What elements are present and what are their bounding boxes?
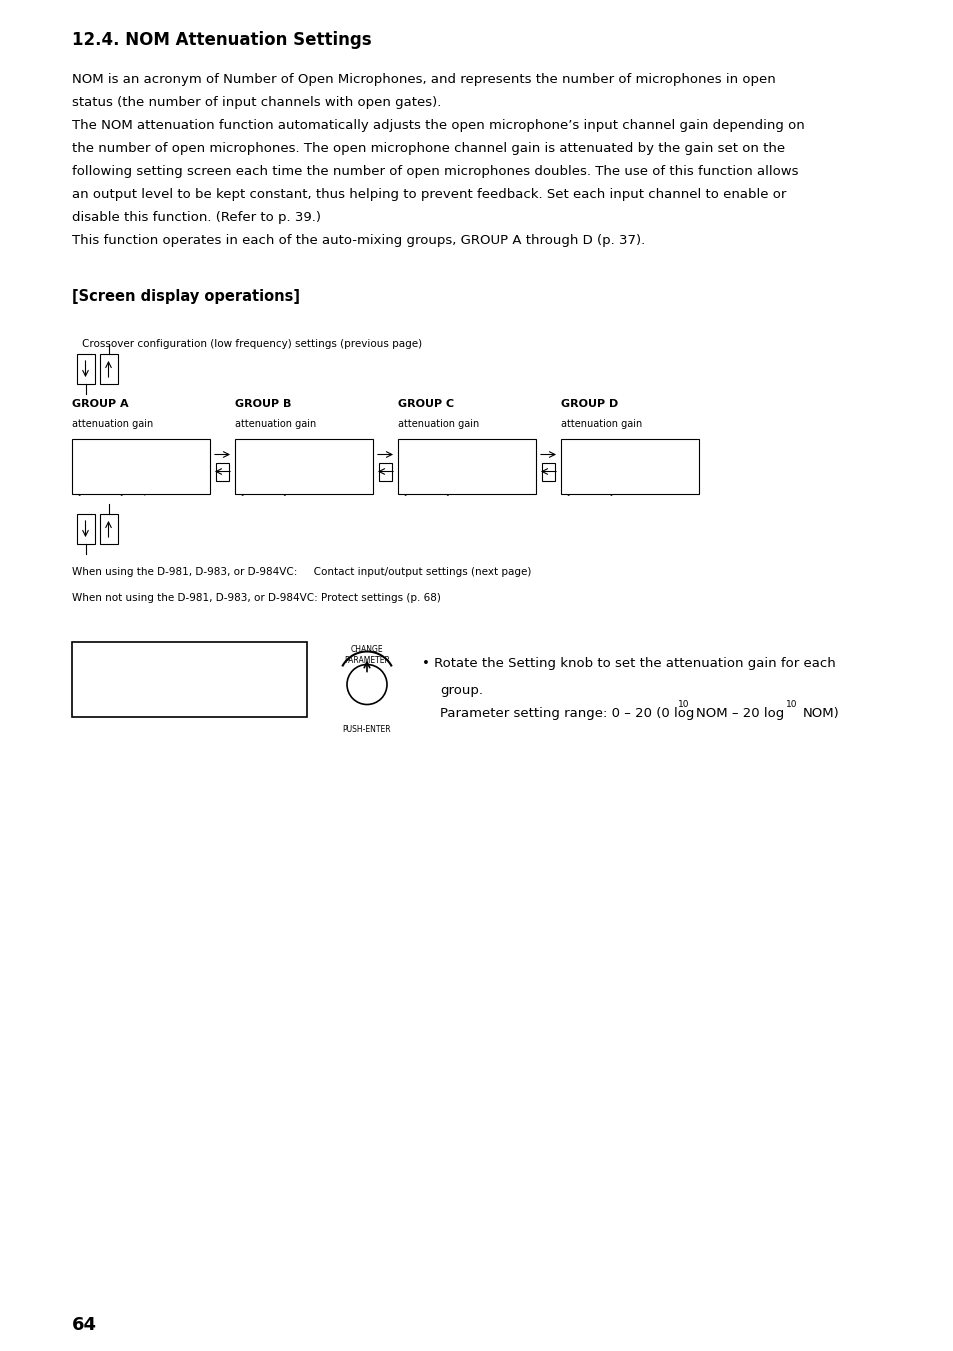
Text: [UTY]►nom  atten▲: [UTY]►nom atten▲ bbox=[78, 444, 160, 454]
Bar bbox=[99, 354, 117, 384]
Text: [GROUP D]    10: [GROUP D] 10 bbox=[566, 486, 634, 496]
Text: The NOM attenuation function automatically adjusts the open microphone’s input c: The NOM attenuation function automatical… bbox=[71, 119, 804, 132]
Text: attenuation gain: attenuation gain bbox=[234, 419, 315, 430]
Text: CHANGE
PARAMETER: CHANGE PARAMETER bbox=[344, 644, 390, 665]
Bar bbox=[215, 462, 229, 481]
Circle shape bbox=[347, 665, 387, 704]
Bar bbox=[76, 354, 94, 384]
Text: GROUP A: GROUP A bbox=[71, 399, 129, 409]
Text: GROUP C: GROUP C bbox=[397, 399, 454, 409]
Text: [Screen display operations]: [Screen display operations] bbox=[71, 289, 299, 304]
Text: [GROUP B]    10: [GROUP B] 10 bbox=[241, 486, 307, 496]
Bar bbox=[397, 439, 536, 494]
Text: 10: 10 bbox=[678, 700, 689, 709]
Text: [GROUP C]    10: [GROUP C] 10 bbox=[403, 486, 470, 496]
Text: [UTY]►nom  atten: [UTY]►nom atten bbox=[241, 444, 316, 454]
Text: When using the D-981, D-983, or D-984VC:     Contact input/output settings (next: When using the D-981, D-983, or D-984VC:… bbox=[71, 567, 531, 577]
Text: NOM is an acronym of Number of Open Microphones, and represents the number of mi: NOM is an acronym of Number of Open Micr… bbox=[71, 73, 775, 86]
Text: GROUP B: GROUP B bbox=[234, 399, 291, 409]
Bar bbox=[76, 513, 94, 544]
Text: [UTY]►nom  atten: [UTY]►nom atten bbox=[403, 444, 478, 454]
Text: 12.4. NOM Attenuation Settings: 12.4. NOM Attenuation Settings bbox=[71, 31, 372, 49]
Text: • Rotate the Setting knob to set the attenuation gain for each: • Rotate the Setting knob to set the att… bbox=[421, 657, 835, 670]
Text: Parameter setting range: 0 – 20 (0 log: Parameter setting range: 0 – 20 (0 log bbox=[439, 707, 694, 720]
Text: [ G R O U P   A ]      1 0  ▼: [ G R O U P A ] 1 0 ▼ bbox=[87, 692, 274, 705]
Text: When not using the D-981, D-983, or D-984VC: Protect settings (p. 68): When not using the D-981, D-983, or D-98… bbox=[71, 593, 440, 603]
Text: an output level to be kept constant, thus helping to prevent feedback. Set each : an output level to be kept constant, thu… bbox=[71, 188, 785, 201]
Text: attenuation gain: attenuation gain bbox=[560, 419, 641, 430]
Text: NOM): NOM) bbox=[802, 707, 839, 720]
Text: attenuation gain: attenuation gain bbox=[71, 419, 153, 430]
Text: PUSH-ENTER: PUSH-ENTER bbox=[342, 725, 391, 734]
Text: Crossover configuration (low frequency) settings (previous page): Crossover configuration (low frequency) … bbox=[82, 339, 421, 349]
Bar bbox=[71, 642, 307, 717]
Text: attenuation gain: attenuation gain bbox=[397, 419, 478, 430]
Text: [GROUP A]  10 ▼: [GROUP A] 10 ▼ bbox=[78, 486, 148, 496]
Bar bbox=[541, 462, 555, 481]
Text: NOM – 20 log: NOM – 20 log bbox=[696, 707, 783, 720]
Bar bbox=[99, 513, 117, 544]
Text: following setting screen each time the number of open microphones doubles. The u: following setting screen each time the n… bbox=[71, 165, 798, 178]
Text: the number of open microphones. The open microphone channel gain is attenuated b: the number of open microphones. The open… bbox=[71, 142, 784, 155]
Text: This function operates in each of the auto-mixing groups, GROUP A through D (p. : This function operates in each of the au… bbox=[71, 234, 644, 247]
Bar bbox=[378, 462, 392, 481]
Bar bbox=[560, 439, 699, 494]
Text: 10: 10 bbox=[785, 700, 797, 709]
Text: [ U T Y ] ► N O M   A T T E N ▲: [ U T Y ] ► N O M A T T E N ▲ bbox=[87, 658, 307, 671]
Bar bbox=[71, 439, 210, 494]
Text: disable this function. (Refer to p. 39.): disable this function. (Refer to p. 39.) bbox=[71, 211, 320, 224]
Text: group.: group. bbox=[439, 684, 482, 697]
Text: status (the number of input channels with open gates).: status (the number of input channels wit… bbox=[71, 96, 441, 109]
Text: 64: 64 bbox=[71, 1316, 97, 1333]
Text: GROUP D: GROUP D bbox=[560, 399, 618, 409]
Text: [UTY]►nom  atten: [UTY]►nom atten bbox=[566, 444, 641, 454]
Bar bbox=[234, 439, 373, 494]
